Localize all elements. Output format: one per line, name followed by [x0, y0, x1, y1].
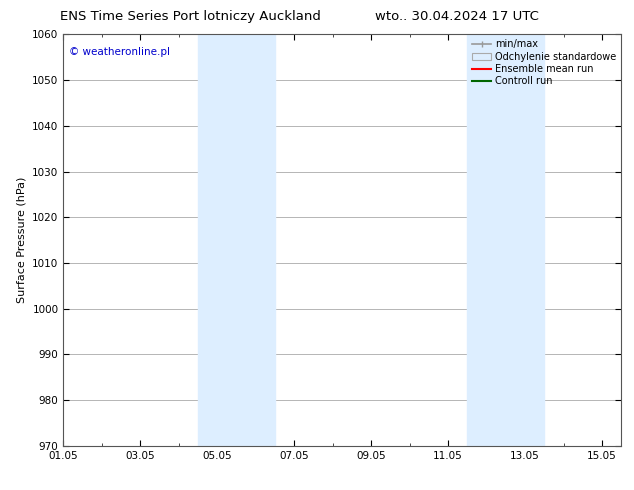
Bar — [467, 34, 545, 446]
Y-axis label: Surface Pressure (hPa): Surface Pressure (hPa) — [16, 177, 27, 303]
Text: © weatheronline.pl: © weatheronline.pl — [69, 47, 170, 57]
Text: wto.. 30.04.2024 17 UTC: wto.. 30.04.2024 17 UTC — [375, 10, 538, 23]
Legend: min/max, Odchylenie standardowe, Ensemble mean run, Controll run: min/max, Odchylenie standardowe, Ensembl… — [470, 37, 618, 88]
Bar — [198, 34, 275, 446]
Text: ENS Time Series Port lotniczy Auckland: ENS Time Series Port lotniczy Auckland — [60, 10, 321, 23]
